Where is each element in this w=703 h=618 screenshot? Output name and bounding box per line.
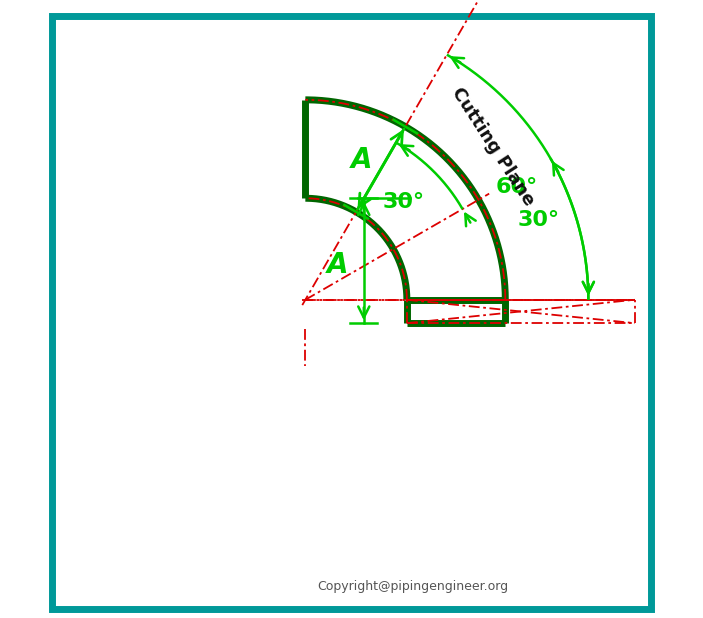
Text: A: A	[327, 251, 349, 279]
Text: 30°: 30°	[517, 210, 559, 230]
Text: A: A	[351, 146, 373, 174]
Text: Copyright@pipingengineer.org: Copyright@pipingengineer.org	[318, 580, 508, 593]
Text: Cutting Plane: Cutting Plane	[449, 84, 538, 209]
Text: 30°: 30°	[382, 192, 425, 212]
Text: 60°: 60°	[496, 177, 538, 197]
